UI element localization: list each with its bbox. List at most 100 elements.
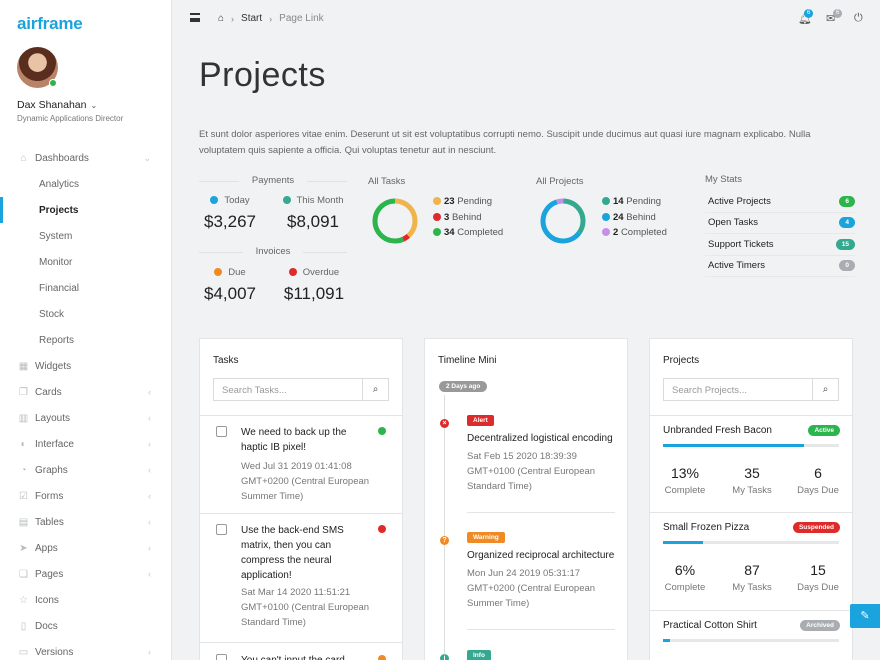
project-status-badge: Archived — [800, 620, 840, 631]
task-time: Sat Mar 14 2020 11:51:21 GMT+0100 (Centr… — [241, 587, 370, 628]
today-dot-icon — [210, 196, 219, 204]
chevron-left-icon: ‹ — [148, 543, 151, 553]
sidebar-item-layouts[interactable]: ▥ Layouts ‹ — [0, 405, 171, 431]
payments-month: This Month $8,091 — [278, 195, 348, 232]
legend-item: 23 Pending — [433, 194, 503, 210]
month-label: This Month — [296, 195, 344, 206]
chevron-left-icon: ‹ — [148, 647, 151, 657]
theme-customizer-button[interactable]: ✎ — [850, 604, 880, 628]
search-icon[interactable]: ⌕ — [362, 379, 388, 400]
timeline-title[interactable]: Organized reciprocal architecture — [467, 550, 615, 561]
sidebar-item-widgets[interactable]: ▦ Widgets — [0, 353, 171, 379]
task-title[interactable]: You can't input the card — [241, 653, 361, 660]
due-dot-icon — [214, 268, 223, 276]
my-stats-row[interactable]: Active Projects 6 — [705, 191, 855, 213]
legend-count: 24 — [613, 211, 624, 223]
divider — [199, 181, 239, 182]
sidebar-item-projects[interactable]: Projects — [0, 197, 171, 223]
timeline-title[interactable]: Decentralized logistical encoding — [467, 433, 613, 444]
task-title[interactable]: Use the back-end SMS matrix, then you ca… — [241, 525, 344, 581]
page-description: Et sunt dolor asperiores vitae enim. Des… — [199, 129, 811, 156]
sidebar-item-tables[interactable]: ▤ Tables ‹ — [0, 509, 171, 535]
my-stats-badge: 0 — [839, 260, 855, 272]
search-icon[interactable]: ⌕ — [812, 379, 838, 400]
sidebar-item-interface[interactable]: ◐ Interface ‹ — [0, 431, 171, 457]
columns-icon: ▥ — [18, 412, 29, 424]
timeline-status-icon: i — [440, 654, 449, 660]
divider — [200, 642, 402, 643]
user-name: Dax Shanahan — [17, 99, 87, 111]
sidebar-item-reports[interactable]: Reports — [0, 327, 171, 353]
sidebar-item-icons[interactable]: ☆ Icons — [0, 587, 171, 613]
brand-logo[interactable]: airframe — [17, 14, 83, 33]
project-name[interactable]: Small Frozen Pizza — [663, 522, 750, 533]
legend-count: 2 — [613, 227, 619, 238]
task-title[interactable]: We need to back up the haptic IB pixel! — [241, 427, 347, 453]
divider — [199, 252, 243, 253]
legend-item: 34 Completed — [433, 225, 503, 241]
user-name-dropdown[interactable]: Dax Shanahan ⌄ — [17, 99, 97, 111]
tasks-label: My Tasks — [732, 582, 772, 593]
divider — [303, 252, 347, 253]
complete-label: Complete — [664, 582, 706, 593]
sidebar-item-label: Versions — [35, 646, 74, 658]
envelope-icon[interactable]: ✉︎ — [826, 13, 836, 25]
sidebar-item-stock[interactable]: Stock — [0, 301, 171, 327]
sidebar-item-dashboards[interactable]: ⌂ Dashboards ⌄ — [0, 145, 171, 171]
sidebar-item-financial[interactable]: Financial — [0, 275, 171, 301]
menu-toggle-icon[interactable] — [190, 13, 200, 22]
donut-segment-completed — [372, 198, 418, 244]
my-stats-label: Active Timers — [708, 260, 766, 272]
star-icon: ☆ — [19, 594, 28, 606]
home-icon[interactable]: ⌂ — [218, 13, 225, 24]
sidebar-item-label: Financial — [39, 282, 80, 294]
my-stats-row[interactable]: Support Tickets 15 — [705, 234, 855, 256]
chevron-down-icon: ⌄ — [90, 101, 98, 110]
invoices-overdue: Overdue $11,091 — [278, 267, 350, 304]
sidebar-item-system[interactable]: System — [0, 223, 171, 249]
page-title: Projects — [199, 56, 326, 94]
power-icon[interactable]: ⏻ — [854, 12, 863, 24]
chevron-left-icon: ‹ — [148, 517, 151, 527]
sidebar-item-forms[interactable]: ☑ Forms ‹ — [0, 483, 171, 509]
copy-icon: ❏ — [19, 568, 28, 580]
breadcrumb-link[interactable]: Page Link — [279, 13, 324, 24]
sidebar-item-graphs[interactable]: ◔ Graphs ‹ — [0, 457, 171, 483]
project-tasks: 35 My Tasks — [722, 465, 782, 496]
project-name[interactable]: Practical Cotton Shirt — [663, 620, 757, 631]
my-stats-row[interactable]: Open Tasks 4 — [705, 213, 855, 234]
avatar[interactable] — [17, 47, 58, 88]
message-badge: 6 — [833, 9, 843, 18]
sidebar-item-docs[interactable]: ▯ Docs — [0, 613, 171, 639]
sidebar-item-analytics[interactable]: Analytics — [0, 171, 171, 197]
sidebar-item-label: Projects — [39, 204, 79, 216]
sidebar-item-monitor[interactable]: Monitor — [0, 249, 171, 275]
legend-label: Pending — [626, 196, 662, 207]
my-stats-row[interactable]: Active Timers 0 — [705, 256, 855, 277]
breadcrumb-current[interactable]: Start — [241, 13, 263, 24]
sidebar-item-apps[interactable]: ➤ Apps ‹ — [0, 535, 171, 561]
legend-dot-icon — [433, 228, 441, 236]
project-name[interactable]: Unbranded Fresh Bacon — [663, 425, 772, 436]
chevron-left-icon: ‹ — [148, 491, 151, 501]
project-progress-bar — [663, 639, 839, 642]
tasks-search-input[interactable]: Search Tasks... — [222, 385, 287, 396]
divider — [200, 513, 402, 514]
legend-dot-icon — [433, 212, 441, 221]
main-content: Projects Et sunt dolor asperiores vitae … — [172, 38, 880, 660]
timeline-tag: Warning — [467, 532, 505, 543]
projects-search-input[interactable]: Search Projects... — [672, 385, 747, 396]
due-label: Due — [228, 267, 246, 278]
sidebar-item-label: Reports — [39, 334, 75, 346]
task-checkbox[interactable] — [216, 654, 227, 660]
task-checkbox[interactable] — [216, 426, 227, 437]
sidebar-item-cards[interactable]: ❐ Cards ‹ — [0, 379, 171, 405]
task-checkbox[interactable] — [216, 524, 227, 535]
sidebar-item-versions[interactable]: ▭ Versions ‹ — [0, 639, 171, 660]
complete-value: 13% — [670, 465, 700, 481]
progress-fill — [663, 639, 671, 642]
payments-label: Payments — [251, 175, 295, 186]
today-value: $3,267 — [204, 212, 256, 231]
sidebar-item-label: Tables — [35, 516, 64, 528]
sidebar-item-pages[interactable]: ❏ Pages ‹ — [0, 561, 171, 587]
